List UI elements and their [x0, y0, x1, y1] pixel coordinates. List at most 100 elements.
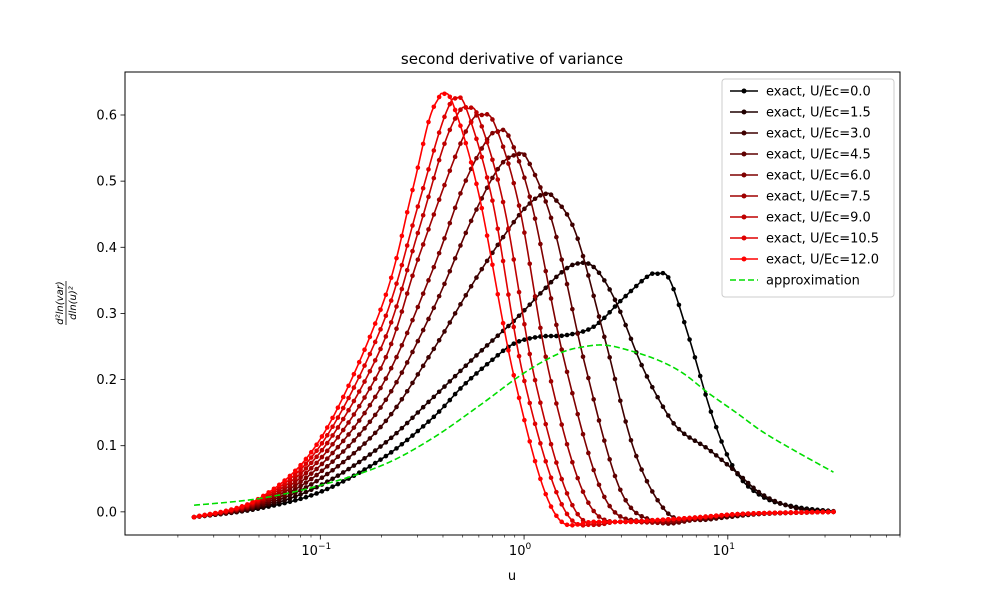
series-marker	[538, 325, 543, 331]
series-marker	[378, 444, 383, 449]
series-marker	[681, 516, 687, 521]
series-marker	[602, 334, 607, 340]
series-marker	[388, 275, 394, 281]
series-marker	[607, 309, 612, 315]
series-marker	[607, 503, 612, 509]
series-marker	[314, 484, 319, 490]
series-marker	[703, 514, 708, 520]
series-marker	[671, 516, 676, 522]
series-marker	[506, 133, 511, 138]
series-marker	[506, 161, 511, 166]
series-marker	[660, 505, 666, 510]
legend-item: exact, U/Ec=1.5	[730, 106, 871, 121]
series-marker	[447, 320, 453, 325]
series-marker	[388, 450, 394, 455]
legend-marker	[741, 172, 747, 178]
y-tick-label: 0.4	[96, 241, 117, 256]
series-marker	[511, 257, 517, 262]
series-marker	[426, 399, 431, 405]
series-marker	[639, 362, 644, 368]
series-marker	[463, 140, 469, 146]
series-marker	[564, 265, 570, 271]
series-marker	[564, 511, 570, 517]
series-marker	[340, 479, 346, 484]
series-marker	[452, 154, 458, 160]
series-marker	[618, 298, 623, 304]
series-marker	[404, 360, 410, 365]
series-marker	[420, 185, 426, 191]
series-marker	[431, 414, 437, 420]
series-marker	[319, 454, 325, 460]
series-marker	[665, 511, 671, 516]
legend-item: exact, U/Ec=9.0	[730, 211, 871, 226]
series-marker	[303, 470, 309, 476]
series-marker	[415, 428, 421, 434]
series-marker	[804, 510, 810, 515]
chart-title: second derivative of variance	[401, 50, 623, 68]
series-marker	[303, 485, 309, 490]
series-marker	[548, 215, 554, 221]
series-marker	[335, 473, 341, 478]
series-marker	[623, 293, 628, 299]
series-marker	[511, 324, 517, 330]
series-marker	[697, 441, 703, 447]
series-marker	[394, 379, 399, 385]
series-marker	[596, 270, 602, 276]
series-marker	[378, 424, 383, 430]
series-marker	[367, 334, 373, 340]
series-marker	[292, 475, 298, 481]
series-marker	[207, 511, 213, 517]
series-marker	[394, 255, 399, 261]
series-marker	[665, 517, 671, 522]
series-marker	[474, 136, 479, 142]
series-marker	[298, 475, 303, 480]
series-marker	[330, 459, 335, 464]
series-marker	[511, 219, 517, 225]
x-tick-label: 101	[713, 542, 735, 559]
series-marker	[346, 432, 351, 437]
legend-marker	[741, 151, 747, 157]
series-marker	[324, 448, 330, 454]
y-axis-label-numerator: d²ln(var)	[55, 281, 66, 324]
series-marker	[303, 456, 309, 462]
series-marker	[713, 513, 719, 519]
legend-label: exact, U/Ec=6.0	[766, 169, 871, 184]
series-marker	[394, 281, 399, 286]
series-marker	[591, 324, 596, 330]
series-marker	[554, 489, 559, 495]
series-marker	[500, 144, 506, 150]
series-marker	[543, 333, 549, 339]
series-marker	[618, 519, 623, 525]
series-marker	[554, 513, 559, 519]
series-marker	[564, 522, 570, 528]
series-marker	[292, 479, 298, 485]
series-marker	[490, 338, 495, 343]
series-marker	[543, 191, 549, 197]
series-marker	[319, 468, 325, 474]
series-marker	[458, 191, 463, 196]
series-marker	[458, 302, 463, 307]
series-marker	[538, 193, 543, 198]
series-marker	[410, 415, 415, 421]
series-marker	[356, 403, 362, 409]
series-marker	[479, 146, 485, 151]
series-marker	[324, 440, 330, 446]
series-marker	[474, 207, 479, 212]
series-line	[193, 344, 834, 507]
series-marker	[378, 307, 383, 313]
y-tick-label: 0.5	[96, 175, 117, 190]
series-marker	[516, 203, 522, 208]
series-marker	[468, 358, 474, 363]
series-marker	[692, 515, 698, 520]
series-marker	[479, 266, 485, 272]
series-marker	[388, 341, 394, 347]
series-marker	[474, 155, 479, 161]
series-marker	[458, 243, 463, 248]
series-marker	[681, 319, 687, 325]
series-marker	[543, 491, 549, 497]
series-marker	[543, 354, 549, 360]
series-marker	[522, 321, 527, 327]
series-marker	[522, 307, 527, 313]
series-marker	[570, 390, 575, 396]
series-marker	[495, 333, 501, 339]
